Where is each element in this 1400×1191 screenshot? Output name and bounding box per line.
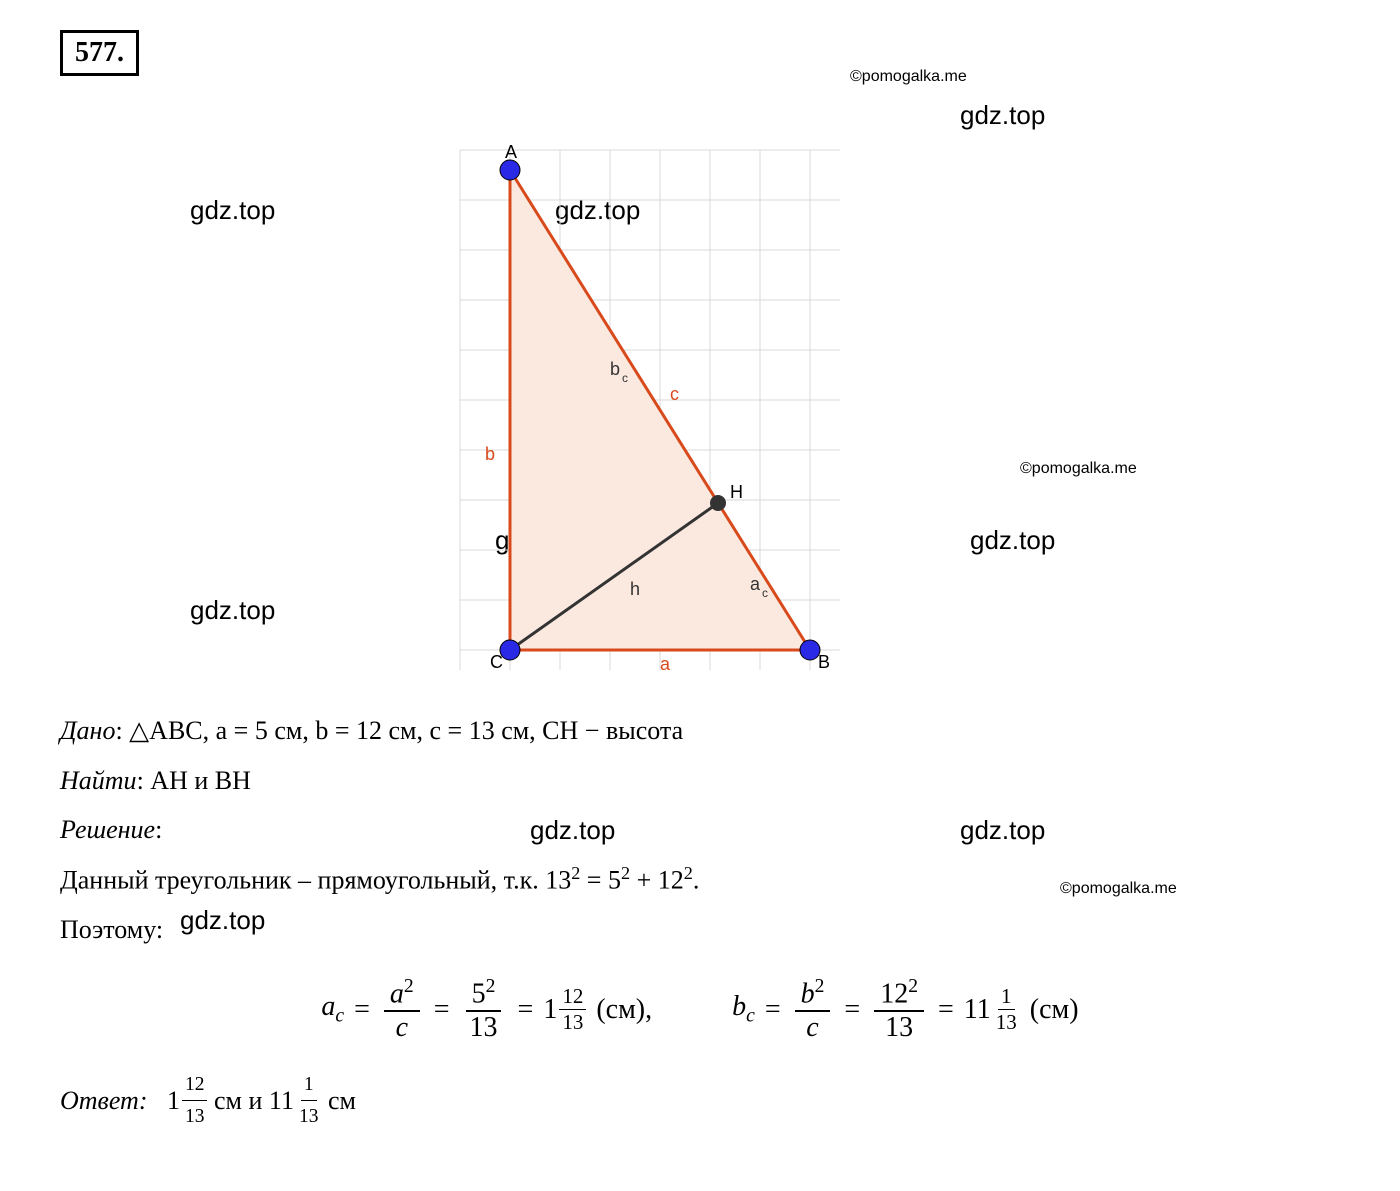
watermark-text: gdz.top	[190, 595, 275, 626]
diagram-svg: ABCHabchbcac	[430, 130, 850, 690]
f2-lhs-sub: c	[746, 1006, 755, 1027]
solution-part1: Данный треугольник – прямоугольный, т.к.…	[60, 865, 571, 894]
answer-prefix: Ответ:	[60, 1086, 147, 1115]
svg-text:a: a	[750, 574, 761, 594]
answer-line: Ответ: 1 1213 см и 11 113 см	[60, 1069, 1340, 1132]
f1-unit: (см),	[596, 994, 652, 1026]
ans-unit2: см	[328, 1086, 356, 1115]
sq1: 2	[571, 863, 580, 883]
ans-m2-whole: 11	[269, 1080, 294, 1122]
sq2: 2	[621, 863, 630, 883]
solution-part3: + 12	[630, 865, 684, 894]
therefore: Поэтому:	[60, 915, 163, 944]
f2-frac2-sup: 2	[908, 976, 918, 997]
f1-frac2-sup: 2	[486, 976, 496, 997]
find-line: Найти: AH и BH	[60, 760, 1340, 802]
formula-ac: ac = a2 c = 52 13 = 1 1213 (см),	[321, 976, 652, 1044]
ans-unit1: см и	[214, 1086, 269, 1115]
solution-label: Решение	[60, 815, 155, 844]
therefore-line: Поэтому:	[60, 909, 1340, 951]
svg-text:B: B	[818, 652, 830, 672]
svg-text:h: h	[630, 579, 640, 599]
f1-eq1: =	[354, 994, 370, 1026]
solution-dot: .	[693, 865, 700, 894]
f1-frac1-sup: 2	[404, 976, 414, 997]
solution-text-line: Данный треугольник – прямоугольный, т.к.…	[60, 859, 1340, 901]
given-body: : △ABC, a = 5 см, b = 12 см, c = 13 см, …	[115, 716, 683, 745]
f1-eq3: =	[518, 994, 534, 1026]
svg-text:b: b	[485, 444, 495, 464]
f1-lhs-sub: c	[335, 1006, 344, 1027]
f2-frac1-den: c	[800, 1012, 824, 1044]
svg-text:b: b	[610, 359, 620, 379]
find-prefix: Найти	[60, 766, 137, 795]
find-body: : AH и BH	[137, 766, 251, 795]
f1-eq2: =	[434, 994, 450, 1026]
f1-frac2-num: 5	[472, 978, 486, 1009]
f2-mixed-whole: 11	[964, 994, 991, 1026]
given-prefix: Дано	[60, 716, 115, 745]
svg-text:a: a	[660, 654, 671, 674]
f2-mixed-den: 13	[993, 1010, 1020, 1035]
svg-text:c: c	[762, 586, 768, 600]
f2-eq3: =	[938, 994, 954, 1026]
triangle-diagram: ABCHabchbcac	[430, 130, 850, 680]
solution-colon: :	[155, 815, 162, 844]
svg-text:H: H	[730, 482, 743, 502]
svg-text:C: C	[490, 652, 503, 672]
f1-mixed-whole: 1	[543, 994, 557, 1026]
watermark-text: gdz.top	[190, 195, 275, 226]
f2-frac1-num: b	[801, 978, 815, 1009]
ans-m2-num: 1	[301, 1069, 317, 1101]
f1-mixed-den: 13	[559, 1010, 586, 1035]
watermark-text: gdz.top	[960, 100, 1045, 131]
f2-mixed-num: 1	[998, 984, 1015, 1010]
f1-frac2-den: 13	[464, 1012, 504, 1044]
f2-frac1-sup: 2	[815, 976, 825, 997]
ans-m1-whole: 1	[167, 1080, 180, 1122]
svg-text:c: c	[622, 371, 628, 385]
f2-eq2: =	[844, 994, 860, 1026]
problem-number-box: 577.	[60, 30, 139, 76]
ans-m1-num: 12	[182, 1069, 208, 1101]
solution-part2: = 5	[580, 865, 621, 894]
solution-label-line: Решение:	[60, 809, 1340, 851]
given-line: Дано: △ABC, a = 5 см, b = 12 см, c = 13 …	[60, 710, 1340, 752]
f1-lhs-var: a	[321, 991, 335, 1022]
f2-unit: (см)	[1030, 994, 1079, 1026]
svg-text:A: A	[505, 142, 517, 162]
ans-m1-den: 13	[182, 1101, 208, 1132]
f1-mixed-num: 12	[559, 984, 586, 1010]
formula-row: ac = a2 c = 52 13 = 1 1213 (см), bc = b2	[60, 976, 1340, 1044]
f2-lhs-var: b	[732, 991, 746, 1022]
f2-frac2-num: 12	[880, 978, 908, 1009]
f2-frac2-den: 13	[879, 1012, 919, 1044]
f1-frac1-num: a	[390, 978, 404, 1009]
f1-frac1-den: c	[390, 1012, 414, 1044]
copyright-text: ©pomogalka.me	[1020, 460, 1137, 478]
formula-bc: bc = b2 c = 122 13 = 11 113 (см)	[732, 976, 1078, 1044]
watermark-text: gdz.top	[970, 525, 1055, 556]
solution-content: Дано: △ABC, a = 5 см, b = 12 см, c = 13 …	[60, 710, 1340, 1140]
f2-eq1: =	[765, 994, 781, 1026]
sq3: 2	[684, 863, 693, 883]
copyright-text: ©pomogalka.me	[850, 68, 967, 86]
problem-number: 577.	[75, 37, 124, 68]
ans-m2-den: 13	[296, 1101, 322, 1132]
svg-text:c: c	[670, 384, 679, 404]
